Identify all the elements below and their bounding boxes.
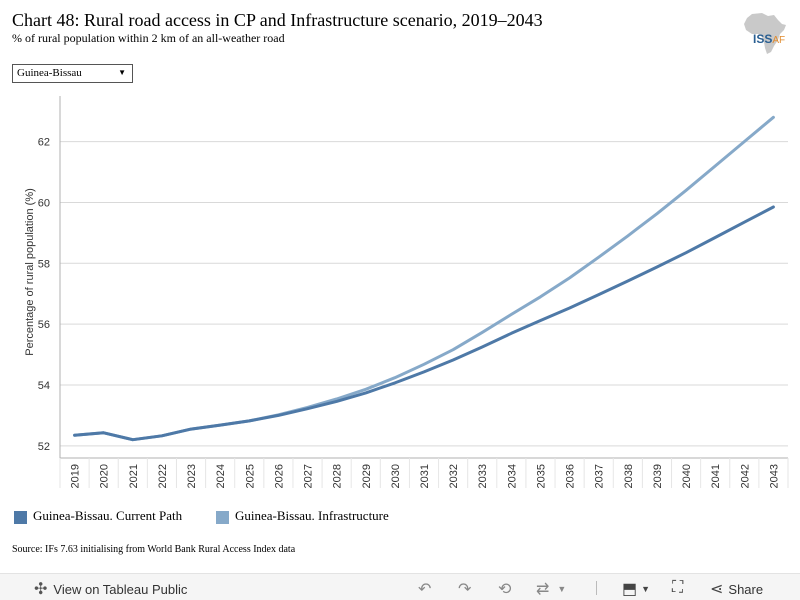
- y-axis-label: Percentage of rural population (%): [24, 188, 36, 356]
- legend-swatch-current-path: [14, 510, 27, 524]
- share-label: Share: [728, 581, 764, 597]
- x-tick-label: 2038: [623, 464, 635, 488]
- undo-button[interactable]: ↶: [418, 579, 431, 599]
- x-tick-label: 2040: [681, 464, 693, 488]
- country-dropdown-value: Guinea-Bissau: [17, 67, 82, 79]
- x-tick-label: 2041: [710, 464, 722, 488]
- x-tick-label: 2021: [128, 464, 140, 488]
- x-tick-label: 2025: [244, 464, 256, 488]
- y-tick-label: 56: [38, 319, 50, 331]
- x-tick-label: 2039: [652, 464, 664, 488]
- legend-item-current-path[interactable]: Guinea-Bissau. Current Path: [14, 508, 182, 524]
- x-tick-label: 2026: [273, 464, 285, 488]
- source-note: Source: IFs 7.63 initialising from World…: [12, 544, 296, 555]
- share-icon: ⋖: [710, 581, 724, 598]
- x-tick-label: 2022: [157, 464, 169, 488]
- x-tick-label: 2037: [594, 464, 606, 488]
- legend-item-infrastructure[interactable]: Guinea-Bissau. Infrastructure: [216, 508, 389, 524]
- country-dropdown[interactable]: Guinea-Bissau ▼: [12, 64, 133, 83]
- logo-africa: AF: [772, 35, 786, 46]
- logo-text: ISSAF: [753, 32, 785, 46]
- x-tick-label: 2028: [332, 464, 344, 488]
- chart-subtitle: % of rural population within 2 km of an …: [12, 31, 285, 45]
- y-tick-label: 58: [38, 258, 50, 270]
- legend-swatch-infrastructure: [216, 510, 229, 524]
- revert-button[interactable]: ⟲: [498, 579, 511, 599]
- legend-label-infrastructure: Guinea-Bissau. Infrastructure: [235, 508, 389, 523]
- toolbar-divider: [596, 581, 597, 595]
- redo-button[interactable]: ↷: [458, 579, 471, 599]
- y-tick-label: 52: [38, 441, 50, 453]
- line-chart: 52 54 56 58 60 62 2019 2020 2021 2022 2023 2024 2025…: [24, 96, 789, 488]
- download-icon: ⬒: [622, 581, 638, 598]
- africa-logo-icon: [744, 13, 786, 54]
- fullscreen-button[interactable]: ⛶: [672, 579, 683, 597]
- view-on-tableau-link[interactable]: ✣ View on Tableau Public: [34, 579, 187, 599]
- undo-icon: ↶: [418, 581, 432, 598]
- download-menu-icon: ▼: [641, 584, 651, 594]
- share-button[interactable]: ⋖ Share: [710, 579, 763, 599]
- revert-icon: ⟲: [498, 581, 512, 598]
- dropdown-arrow-icon: ▼: [118, 68, 126, 77]
- chart-title: Chart 48: Rural road access in CP and In…: [12, 10, 543, 30]
- x-tick-label: 2043: [768, 464, 780, 488]
- x-tick-label: 2031: [419, 464, 431, 488]
- x-tick-label: 2020: [99, 464, 111, 488]
- refresh-icon: ⇄: [536, 581, 550, 598]
- series-line-current-path: [73, 205, 775, 442]
- refresh-button[interactable]: ⇄ ▼: [536, 579, 566, 599]
- series-line-infrastructure: [73, 115, 775, 442]
- tableau-toolbar: ✣ View on Tableau Public ↶ ↷ ⟲ ⇄ ▼ ⬒ ▼ ⛶ ⋖…: [0, 573, 800, 600]
- x-tick-label: 2029: [361, 464, 373, 488]
- x-tick-label: 2023: [186, 464, 198, 488]
- view-on-tableau-label: View on Tableau Public: [53, 581, 188, 597]
- x-tick-label: 2024: [215, 464, 227, 488]
- logo-iss: ISS: [753, 32, 773, 46]
- y-tick-label: 60: [38, 197, 50, 209]
- redo-icon: ↷: [458, 581, 472, 598]
- x-tick-label: 2036: [565, 464, 577, 488]
- x-tick-label: 2030: [390, 464, 402, 488]
- x-tick-label: 2035: [535, 464, 547, 488]
- x-tick-label: 2019: [70, 464, 82, 488]
- download-button[interactable]: ⬒ ▼: [622, 579, 650, 599]
- y-tick-label: 54: [38, 380, 50, 392]
- refresh-menu-icon: ▼: [557, 584, 567, 594]
- x-tick-label: 2034: [506, 464, 518, 488]
- x-tick-label: 2042: [739, 464, 751, 488]
- y-tick-label: 62: [38, 137, 50, 149]
- x-tick-label: 2032: [448, 464, 460, 488]
- tableau-icon: ✣: [34, 581, 48, 598]
- legend-label-current-path: Guinea-Bissau. Current Path: [33, 508, 183, 523]
- x-tick-label: 2027: [303, 464, 315, 488]
- fullscreen-icon: ⛶: [672, 579, 684, 596]
- x-tick-label: 2033: [477, 464, 489, 488]
